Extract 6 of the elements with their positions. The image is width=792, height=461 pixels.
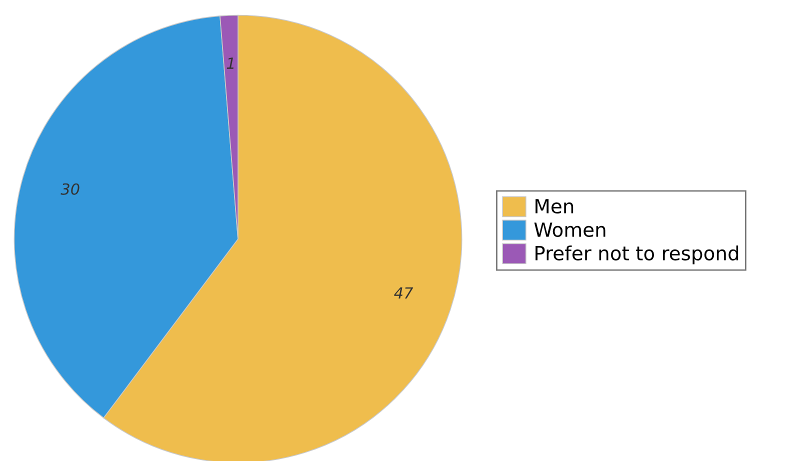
data-label: 47 [394,287,414,298]
legend-label: Women [534,222,606,238]
data-label: 30 [60,183,80,195]
data-label: 1 [226,58,234,69]
legend-label: Men [536,199,574,214]
legend-label: Prefer not to respond [536,245,738,264]
